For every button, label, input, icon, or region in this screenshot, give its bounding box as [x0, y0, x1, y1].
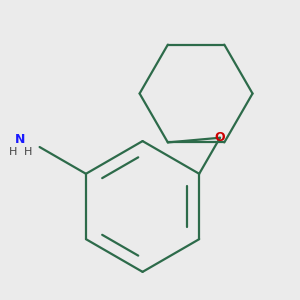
- Text: H: H: [23, 147, 32, 158]
- Text: O: O: [215, 131, 225, 144]
- Text: H: H: [9, 147, 17, 158]
- Text: N: N: [15, 133, 26, 146]
